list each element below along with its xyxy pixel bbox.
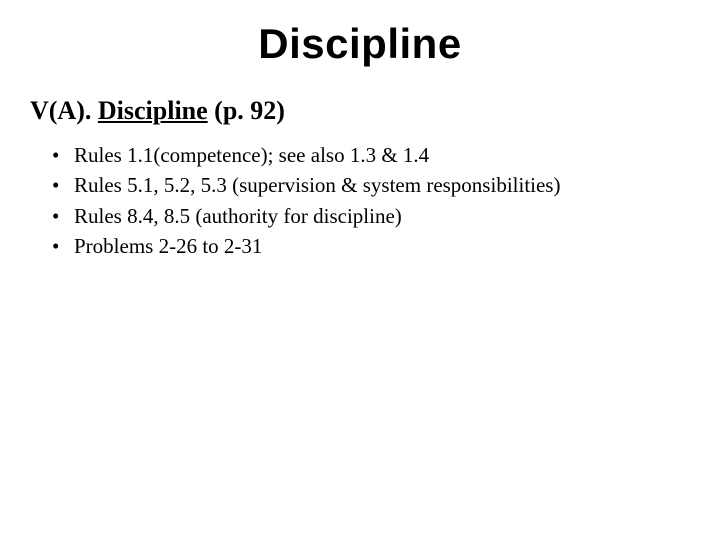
section-heading: V(A). Discipline (p. 92) (30, 96, 690, 126)
heading-prefix: V(A). (30, 96, 98, 125)
heading-underlined: Discipline (98, 96, 208, 125)
bullet-list: Rules 1.1(competence); see also 1.3 & 1.… (30, 140, 690, 262)
list-item: Rules 1.1(competence); see also 1.3 & 1.… (74, 140, 690, 170)
heading-suffix: (p. 92) (208, 96, 285, 125)
list-item: Problems 2-26 to 2-31 (74, 231, 690, 261)
list-item: Rules 8.4, 8.5 (authority for discipline… (74, 201, 690, 231)
slide: Discipline V(A). Discipline (p. 92) Rule… (0, 0, 720, 540)
slide-title: Discipline (30, 20, 690, 68)
list-item: Rules 5.1, 5.2, 5.3 (supervision & syste… (74, 170, 690, 200)
